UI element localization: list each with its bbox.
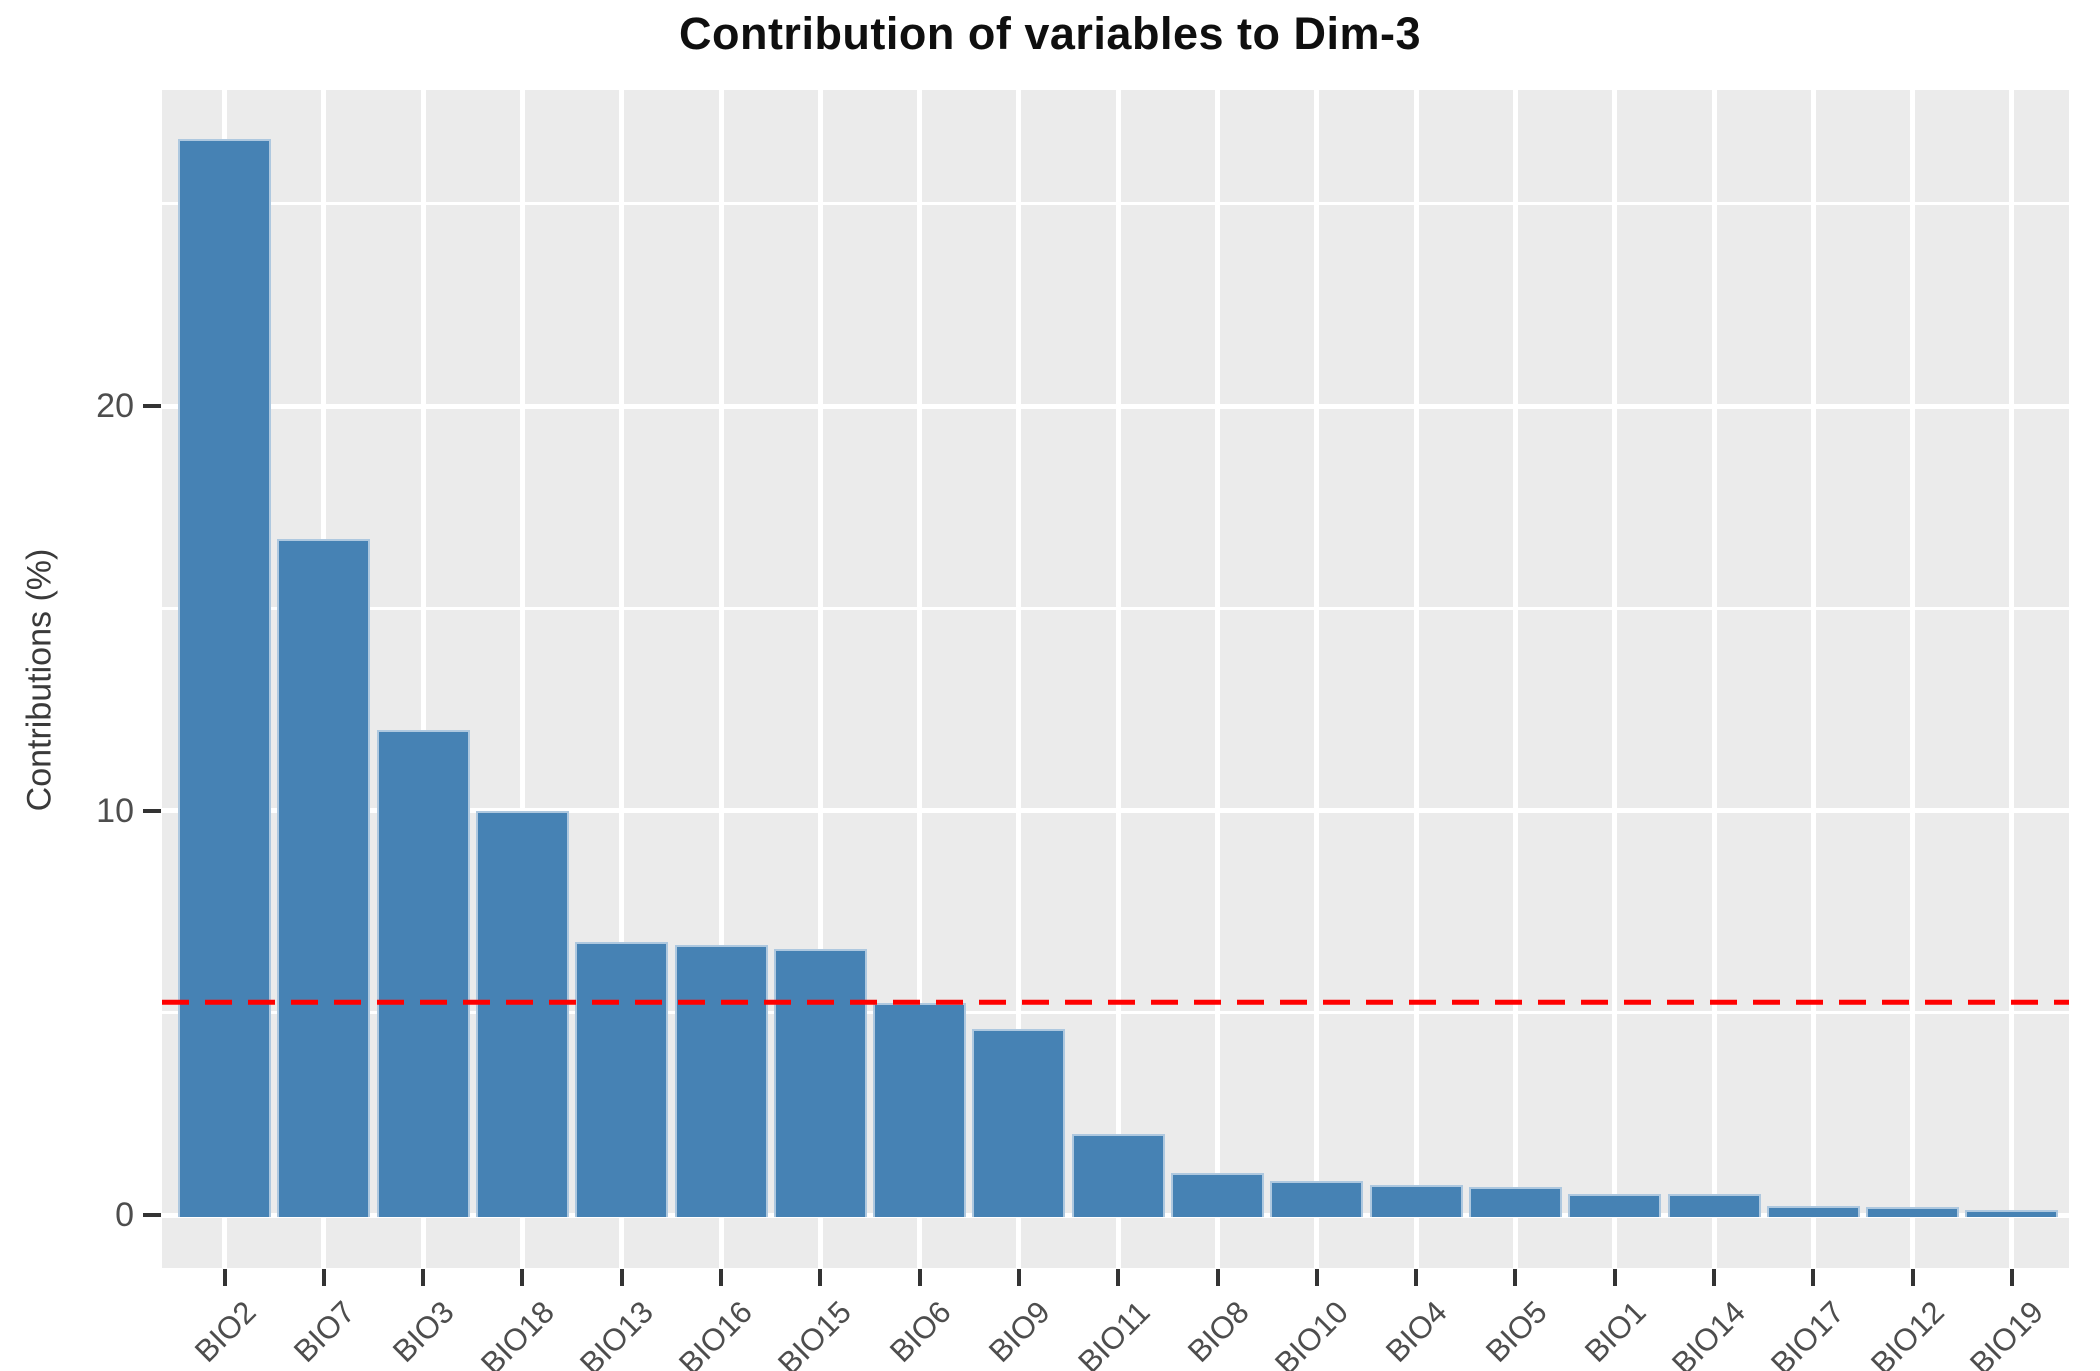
bar-BIO2 — [178, 139, 271, 1217]
gridline-minor-y-25 — [162, 202, 2069, 206]
gridline-vertical-BIO11 — [1115, 90, 1121, 1268]
x-tick-label-BIO15: BIO15 — [771, 1294, 859, 1371]
x-tick-label-BIO17: BIO17 — [1764, 1294, 1852, 1371]
gridline-major-y-20 — [162, 403, 2069, 409]
bar-BIO7 — [277, 539, 371, 1217]
x-tick-mark-BIO15 — [818, 1269, 823, 1286]
x-tick-label-BIO5: BIO5 — [1478, 1294, 1554, 1370]
bar-BIO18 — [475, 810, 569, 1217]
gridline-vertical-BIO10 — [1314, 90, 1320, 1268]
x-tick-label-BIO6: BIO6 — [882, 1294, 958, 1370]
bar-BIO3 — [376, 729, 470, 1217]
x-tick-label-BIO4: BIO4 — [1379, 1294, 1455, 1370]
bar-BIO16 — [674, 944, 768, 1217]
x-tick-mark-BIO2 — [222, 1269, 227, 1286]
x-tick-mark-BIO5 — [1513, 1269, 1518, 1286]
x-tick-label-BIO1: BIO1 — [1578, 1294, 1653, 1370]
x-tick-label-BIO2: BIO2 — [187, 1294, 263, 1370]
x-tick-mark-BIO13 — [619, 1269, 624, 1286]
x-tick-mark-BIO1 — [1612, 1269, 1617, 1286]
gridline-vertical-BIO18 — [519, 90, 525, 1268]
y-tick-mark-10 — [143, 808, 161, 813]
x-tick-label-BIO7: BIO7 — [287, 1294, 362, 1370]
bar-BIO12 — [1866, 1206, 1960, 1217]
bar-BIO6 — [873, 1003, 967, 1217]
bar-BIO19 — [1965, 1210, 2059, 1217]
y-tick-label-0: 0 — [115, 1196, 134, 1234]
gridline-vertical-BIO14 — [1711, 90, 1717, 1268]
x-tick-mark-BIO11 — [1116, 1269, 1121, 1286]
x-tick-mark-BIO8 — [1215, 1269, 1220, 1286]
y-tick-mark-20 — [143, 404, 161, 408]
chart-title: Contribution of variables to Dim-3 — [678, 8, 1422, 59]
gridline-vertical-BIO5 — [1512, 90, 1518, 1268]
x-tick-mark-BIO12 — [1910, 1269, 1915, 1286]
x-tick-mark-BIO9 — [1016, 1269, 1021, 1286]
bar-BIO8 — [1171, 1172, 1264, 1217]
x-tick-label-BIO3: BIO3 — [386, 1294, 462, 1370]
gridline-vertical-BIO12 — [1910, 90, 1916, 1268]
x-tick-mark-BIO10 — [1314, 1269, 1319, 1286]
x-tick-label-BIO19: BIO19 — [1963, 1294, 2050, 1371]
x-tick-mark-BIO18 — [520, 1269, 525, 1286]
x-tick-mark-BIO4 — [1414, 1269, 1419, 1286]
bar-BIO14 — [1667, 1193, 1761, 1217]
bar-BIO15 — [773, 948, 867, 1217]
gridline-major-y-10 — [162, 808, 2069, 813]
y-tick-mark-0 — [143, 1213, 161, 1217]
bar-BIO13 — [575, 941, 669, 1217]
y-tick-label-10: 10 — [96, 791, 134, 830]
gridline-minor-y-5 — [162, 1011, 2069, 1015]
x-tick-label-BIO11: BIO11 — [1070, 1294, 1157, 1371]
x-tick-label-BIO14: BIO14 — [1665, 1294, 1753, 1371]
y-axis-title: Contributions (%) — [20, 548, 59, 812]
plot-panel — [162, 90, 2069, 1268]
gridline-vertical-BIO1 — [1612, 90, 1618, 1268]
x-tick-label-BIO16: BIO16 — [672, 1294, 760, 1371]
x-tick-label-BIO12: BIO12 — [1863, 1294, 1951, 1371]
bar-BIO1 — [1568, 1193, 1662, 1217]
bar-BIO9 — [972, 1028, 1066, 1217]
x-tick-mark-BIO3 — [421, 1269, 426, 1286]
x-tick-label-BIO9: BIO9 — [982, 1294, 1057, 1370]
gridline-vertical-BIO19 — [2009, 90, 2015, 1268]
bar-BIO5 — [1468, 1187, 1562, 1217]
bar-BIO4 — [1369, 1185, 1463, 1217]
x-tick-label-BIO13: BIO13 — [572, 1294, 660, 1371]
x-tick-label-BIO18: BIO18 — [473, 1294, 561, 1371]
gridline-vertical-BIO13 — [619, 90, 625, 1268]
x-tick-mark-BIO14 — [1712, 1269, 1716, 1286]
x-tick-mark-BIO6 — [917, 1269, 922, 1286]
bar-BIO10 — [1270, 1181, 1364, 1217]
gridline-minor-y-15 — [162, 606, 2069, 610]
bar-BIO11 — [1071, 1134, 1165, 1217]
gridline-vertical-BIO16 — [718, 90, 724, 1268]
x-tick-mark-BIO17 — [1811, 1269, 1816, 1286]
gridline-vertical-BIO3 — [420, 90, 426, 1268]
x-tick-mark-BIO7 — [321, 1269, 326, 1286]
bar-BIO17 — [1766, 1206, 1860, 1217]
gridline-vertical-BIO4 — [1413, 90, 1419, 1268]
x-tick-label-BIO10: BIO10 — [1267, 1294, 1355, 1371]
gridline-vertical-BIO8 — [1215, 90, 1220, 1268]
x-tick-mark-BIO19 — [2009, 1269, 2014, 1286]
x-tick-mark-BIO16 — [719, 1269, 723, 1286]
gridline-vertical-BIO6 — [917, 90, 923, 1268]
gridline-vertical-BIO9 — [1016, 90, 1022, 1268]
x-tick-label-BIO8: BIO8 — [1180, 1294, 1256, 1370]
y-tick-label-20: 20 — [96, 387, 134, 425]
gridline-vertical-BIO15 — [817, 90, 823, 1268]
gridline-vertical-BIO17 — [1810, 90, 1816, 1268]
